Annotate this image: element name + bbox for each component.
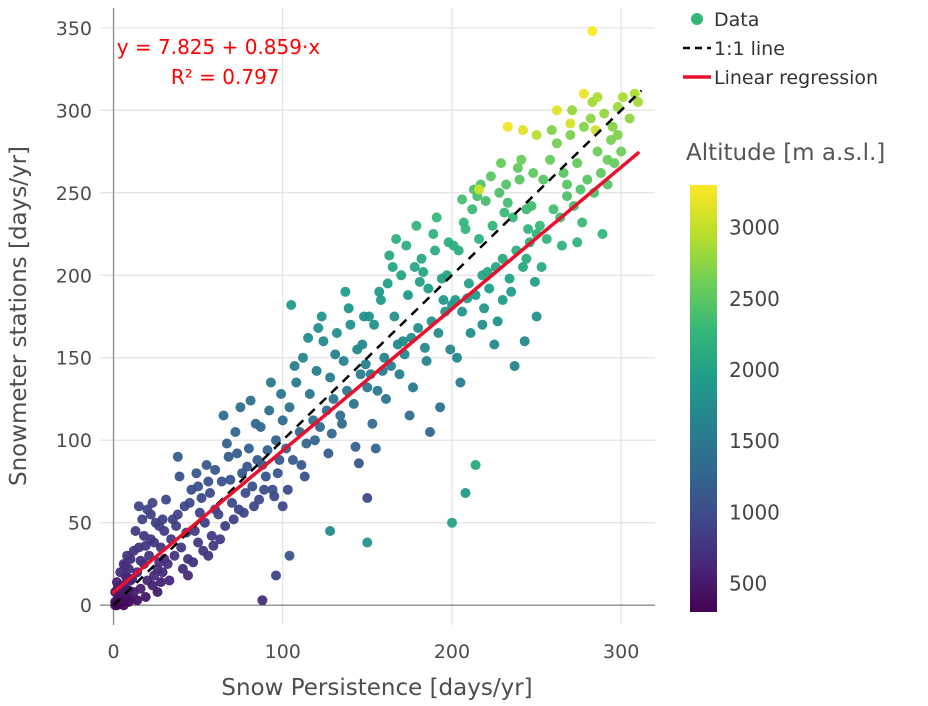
svg-text:200: 200 [56,265,92,287]
fit-lines [111,89,643,607]
svg-text:3000: 3000 [729,216,780,240]
colorbar-tick-labels: 500 1000 1500 2000 2500 3000 [729,216,780,596]
svg-text:0: 0 [80,595,92,617]
legend-label-one-to-one: 1:1 line [714,38,785,60]
legend: Data 1:1 line Linear regression [683,9,878,89]
svg-text:0: 0 [107,641,119,663]
svg-text:300: 300 [603,641,639,663]
svg-text:350: 350 [56,18,92,40]
y-axis-title: Snowmeter stations [days/yr] [6,146,32,486]
x-axis-title: Snow Persistence [days/yr] [221,675,532,701]
svg-text:1500: 1500 [729,429,780,453]
svg-text:150: 150 [56,348,92,370]
r-squared-annotation: R² = 0.797 [171,65,280,89]
svg-text:250: 250 [56,183,92,205]
svg-text:500: 500 [729,572,767,596]
colorbar-title: Altitude [m a.s.l.] [686,140,885,166]
svg-text:300: 300 [56,100,92,122]
svg-text:2500: 2500 [729,287,780,311]
svg-text:100: 100 [265,641,301,663]
legend-data-dot-icon [691,13,703,25]
regression-equation-annotation: y = 7.825 + 0.859·x [117,35,321,59]
data-points [110,26,644,611]
legend-label-data: Data [714,9,759,31]
altitude-colorbar: Altitude [m a.s.l.] 500 1000 1500 2000 2500 3… [686,140,885,612]
svg-text:50: 50 [68,513,92,535]
legend-label-regression: Linear regression [714,67,878,89]
svg-text:100: 100 [56,430,92,452]
svg-text:200: 200 [434,641,470,663]
axis-tick-labels: 0 100 200 300 0 50 100 150 200 250 300 350 [56,18,640,663]
svg-text:2000: 2000 [729,358,780,382]
grid-lines [100,8,655,625]
svg-text:1000: 1000 [729,500,780,524]
colorbar-gradient [690,185,717,612]
